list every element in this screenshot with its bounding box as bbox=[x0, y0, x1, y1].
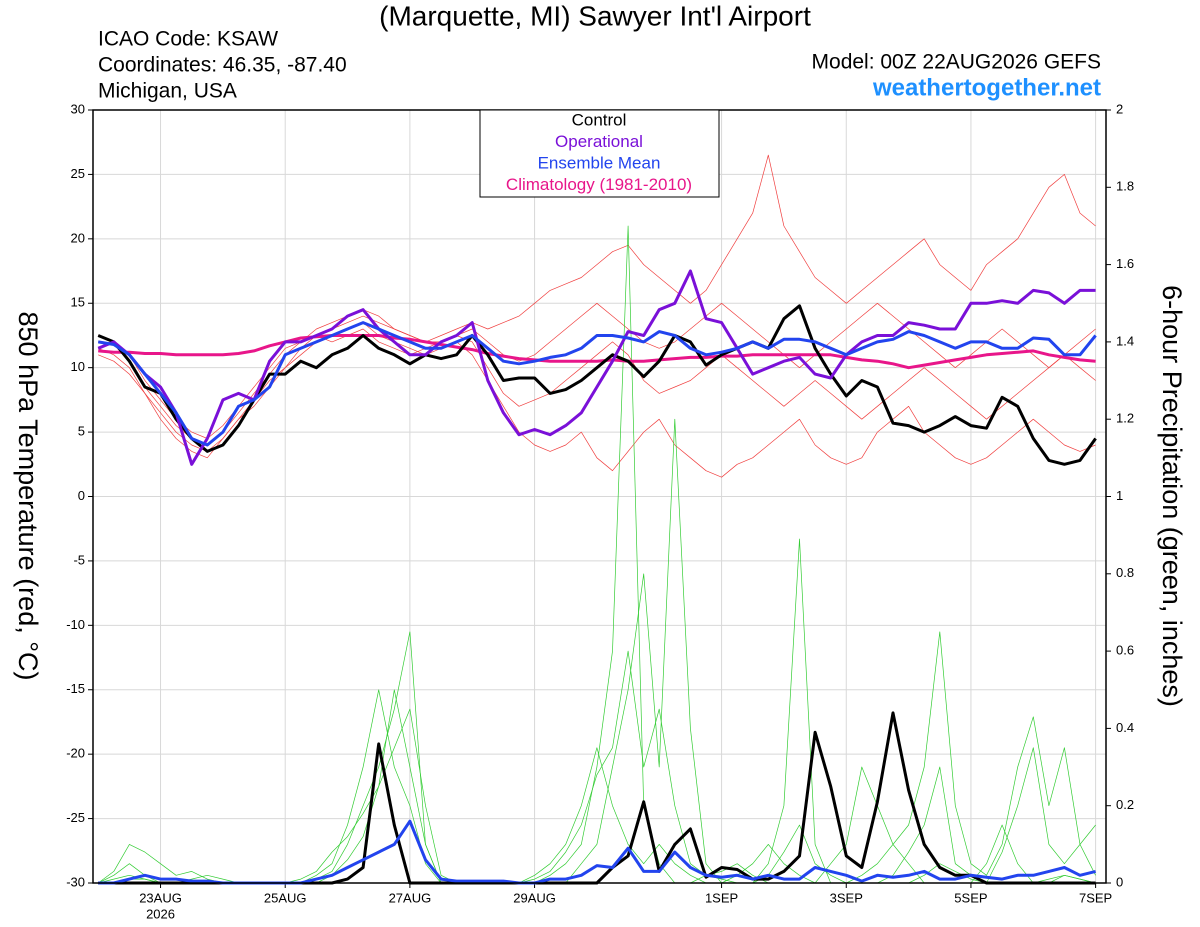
x-tick-label: 25AUG bbox=[264, 890, 307, 905]
y-tick-label: -25 bbox=[66, 810, 85, 825]
legend-entry: Control bbox=[572, 110, 627, 129]
y-tick-label: -20 bbox=[66, 746, 85, 761]
info-line: ICAO Code: KSAW bbox=[98, 28, 278, 51]
legend-entry: Ensemble Mean bbox=[538, 153, 661, 172]
y2-tick-label: 2 bbox=[1116, 101, 1123, 116]
info-line: Coordinates: 46.35, -87.40 bbox=[98, 54, 347, 77]
y-tick-label: 25 bbox=[71, 166, 85, 181]
x-tick-label: 5SEP bbox=[954, 890, 987, 905]
info-line: Michigan, USA bbox=[98, 80, 237, 103]
y-tick-label: -15 bbox=[66, 681, 85, 696]
x-tick-label: 29AUG bbox=[513, 890, 556, 905]
y2-tick-label: 1.4 bbox=[1116, 333, 1134, 348]
legend-entry: Operational bbox=[555, 132, 643, 151]
x-year-label: 2026 bbox=[146, 906, 175, 921]
y-tick-label: -5 bbox=[73, 552, 85, 567]
member-line bbox=[98, 711, 1096, 885]
x-tick-label: 27AUG bbox=[389, 890, 432, 905]
x-tick-label: 1SEP bbox=[705, 890, 738, 905]
series-line bbox=[97, 269, 1096, 466]
member-line bbox=[98, 328, 1096, 452]
site-name: weathertogether.net bbox=[872, 74, 1101, 101]
y2-axis-label: 6-hour Precipitation (green, inches) bbox=[1157, 285, 1187, 707]
chart-title: (Marquette, MI) Sawyer Int'l Airport bbox=[379, 0, 811, 31]
y-tick-label: 15 bbox=[71, 295, 85, 310]
y2-tick-label: 0.8 bbox=[1116, 565, 1134, 580]
member-line bbox=[98, 225, 1096, 884]
y2-tick-label: 0.2 bbox=[1116, 797, 1134, 812]
legend-box bbox=[479, 109, 720, 198]
y2-tick-label: 1 bbox=[1116, 488, 1123, 503]
y-axis-label: 850 hPa Temperature (red, °C) bbox=[13, 312, 43, 681]
x-tick-label: 23AUG bbox=[139, 890, 182, 905]
y2-tick-label: 0 bbox=[1116, 874, 1123, 889]
y2-tick-label: 1.6 bbox=[1116, 256, 1134, 271]
x-tick-label: 7SEP bbox=[1079, 890, 1112, 905]
y2-tick-label: 1.2 bbox=[1116, 411, 1134, 426]
x-tick-label: 3SEP bbox=[830, 890, 863, 905]
model-info: Model: 00Z 22AUG2026 GEFS bbox=[812, 51, 1101, 74]
member-line bbox=[98, 302, 1096, 439]
series-line bbox=[97, 321, 1097, 447]
y-tick-label: 10 bbox=[71, 359, 85, 374]
y-tick-label: -10 bbox=[66, 617, 85, 632]
y-tick-label: 30 bbox=[71, 101, 85, 116]
y-tick-label: 0 bbox=[78, 488, 85, 503]
member-line bbox=[98, 819, 1096, 885]
member-line bbox=[97, 631, 1096, 884]
series-line bbox=[97, 304, 1097, 466]
y2-tick-label: 0.6 bbox=[1116, 643, 1134, 658]
legend: Control Operational Ensemble Mean Climatolo… bbox=[479, 109, 720, 198]
series-line bbox=[98, 334, 1096, 370]
member-line bbox=[98, 418, 1096, 884]
y-tick-label: 20 bbox=[71, 230, 85, 245]
y2-tick-label: 0.4 bbox=[1116, 720, 1134, 735]
y-tick-label: 5 bbox=[78, 424, 85, 439]
member-line bbox=[98, 322, 1096, 478]
y2-tick-label: 1.8 bbox=[1116, 179, 1134, 194]
y-tick-label: -30 bbox=[66, 874, 85, 889]
legend-entry: Climatology (1981-2010) bbox=[506, 175, 692, 194]
